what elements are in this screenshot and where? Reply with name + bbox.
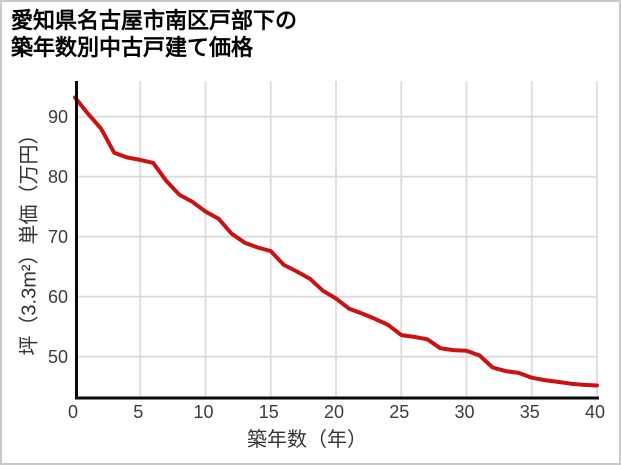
y-tick-label: 70 (47, 226, 68, 247)
y-tick-label: 50 (47, 346, 68, 367)
chart-title: 愛知県名古屋市南区戸部下の 築年数別中古戸建て価格 (11, 7, 297, 61)
x-axis-label: 築年数（年） (247, 429, 367, 451)
x-tick-label: 5 (133, 402, 144, 422)
x-tick-label: 20 (323, 402, 345, 422)
chart-title-line1: 愛知県名古屋市南区戸部下の (11, 8, 298, 33)
y-tick-label: 80 (47, 166, 68, 187)
y-tick-label: 90 (47, 106, 68, 127)
x-tick-label: 25 (389, 402, 410, 422)
y-tick-label: 60 (47, 286, 68, 307)
x-tick-label: 30 (454, 402, 475, 422)
x-tick-label: 40 (584, 402, 606, 422)
x-tick-label: 0 (67, 402, 79, 422)
x-tick-label: 35 (519, 402, 540, 422)
chart-title-line2: 築年数別中古戸建て価格 (11, 35, 254, 60)
x-tick-label: 10 (193, 402, 214, 422)
x-tick-label: 15 (258, 402, 279, 422)
price-line (73, 95, 599, 388)
y-axis-label: 坪（3.3m²）単価（万円） (18, 124, 41, 356)
